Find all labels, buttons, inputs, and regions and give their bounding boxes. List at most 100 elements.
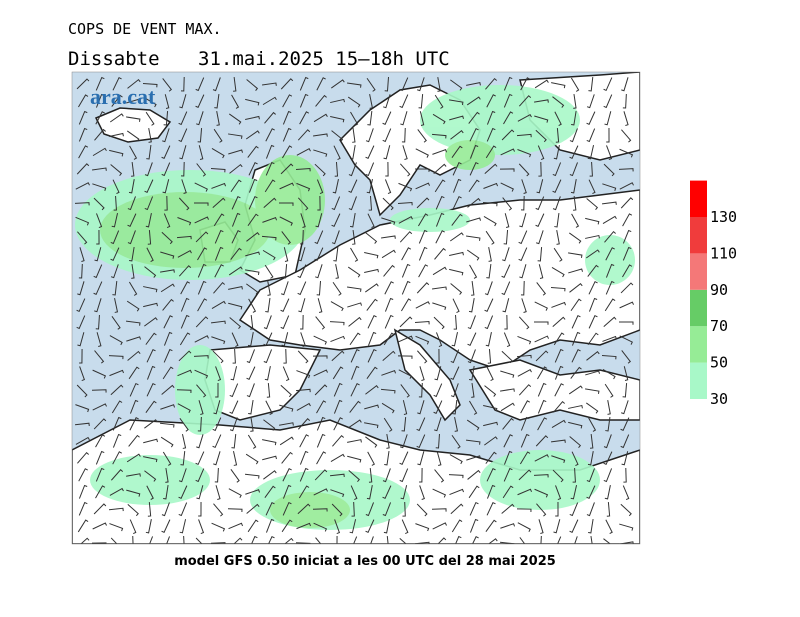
wind-barb <box>112 77 122 91</box>
wind-barb <box>483 405 498 412</box>
wind-barb <box>230 247 242 260</box>
wind-barb <box>401 519 409 534</box>
wind-barb <box>227 508 243 513</box>
wind-barb <box>587 264 599 277</box>
wind-barb <box>76 78 90 90</box>
wind-barb <box>534 301 548 311</box>
wind-barb <box>265 297 271 313</box>
wind-barb <box>215 485 221 500</box>
wind-barb <box>315 94 327 107</box>
wind-barb <box>452 196 462 210</box>
wind-barb <box>264 485 276 498</box>
wind-barb <box>622 93 627 109</box>
wind-barb <box>485 145 497 159</box>
wind-barb <box>521 179 527 195</box>
wind-barb <box>585 370 600 376</box>
wind-barb <box>605 247 615 261</box>
wind-barb <box>129 399 139 414</box>
wind-barb <box>416 417 426 432</box>
wind-barb <box>619 523 634 531</box>
wind-barb <box>604 298 616 312</box>
wind-barb <box>466 82 481 86</box>
wind-barb <box>194 335 209 343</box>
wind-barb <box>282 366 290 381</box>
wind-barb <box>451 434 461 449</box>
wind-barb <box>296 370 311 379</box>
wind-barb <box>366 366 378 379</box>
wind-barb <box>77 231 88 245</box>
wind-barb <box>466 249 480 261</box>
wind-barb <box>467 332 477 347</box>
wind-barb <box>398 335 413 343</box>
wind-barb <box>552 196 561 211</box>
wind-barb <box>127 78 141 89</box>
wind-barb <box>482 202 498 207</box>
wind-barb <box>518 384 532 396</box>
wind-barb <box>334 161 339 177</box>
wind-barb <box>519 264 527 279</box>
wind-barb <box>147 501 152 517</box>
wind-barb <box>401 263 411 278</box>
wind-barb <box>177 403 191 414</box>
wind-barb <box>552 162 562 177</box>
wind-barb <box>228 286 243 290</box>
wind-barb <box>143 456 158 463</box>
wind-barb <box>365 145 375 160</box>
wind-barb <box>128 366 140 380</box>
wind-barb <box>588 76 594 92</box>
wind-barb <box>585 249 600 259</box>
wind-barb <box>418 93 424 109</box>
wind-barb <box>347 419 362 429</box>
wind-barb <box>125 320 141 326</box>
wind-barb <box>435 230 445 244</box>
wind-barb <box>602 183 617 192</box>
wind-barb <box>265 128 275 142</box>
wind-barb <box>535 129 547 143</box>
wind-barb <box>516 354 532 359</box>
wind-barb <box>400 485 408 500</box>
wind-barb <box>382 502 392 517</box>
wind-barb <box>247 332 254 347</box>
wind-barb <box>109 113 124 123</box>
wind-barb <box>402 400 408 415</box>
wind-barb <box>127 350 141 361</box>
wind-barb <box>471 536 479 544</box>
wind-barb <box>367 451 375 466</box>
wind-barb <box>178 502 188 517</box>
wind-barb <box>214 229 224 244</box>
wind-barb <box>502 197 513 211</box>
wind-barb <box>214 246 224 261</box>
wind-barb <box>336 535 338 544</box>
wind-barb <box>516 133 532 138</box>
wind-barb <box>554 348 564 363</box>
wind-barb <box>433 383 443 398</box>
wind-barb <box>146 348 156 363</box>
wind-barb <box>415 182 430 190</box>
wind-barb <box>180 161 185 177</box>
wind-barb <box>555 127 560 143</box>
wind-barb <box>126 473 141 477</box>
wind-barb <box>369 94 373 109</box>
wind-barb <box>128 281 138 296</box>
wind-barb <box>95 111 105 125</box>
wind-barb <box>619 335 633 345</box>
wind-barb <box>401 280 411 295</box>
wind-barb <box>179 418 189 432</box>
wind-barb <box>94 350 105 364</box>
wind-barb <box>126 453 141 463</box>
wind-barb <box>553 332 565 346</box>
wind-barb <box>431 508 447 512</box>
wind-barb <box>618 321 634 325</box>
wind-barb <box>330 489 345 498</box>
wind-barb <box>263 470 277 480</box>
wind-barb <box>92 522 107 530</box>
wind-barb <box>127 196 136 211</box>
wind-barb <box>619 182 634 190</box>
wind-barb <box>449 454 463 465</box>
wind-barb <box>95 450 105 465</box>
wind-barb <box>331 79 345 89</box>
wind-barb <box>95 93 105 108</box>
wind-barb <box>556 230 560 245</box>
wind-barb <box>314 384 328 396</box>
wind-barb <box>335 264 339 279</box>
